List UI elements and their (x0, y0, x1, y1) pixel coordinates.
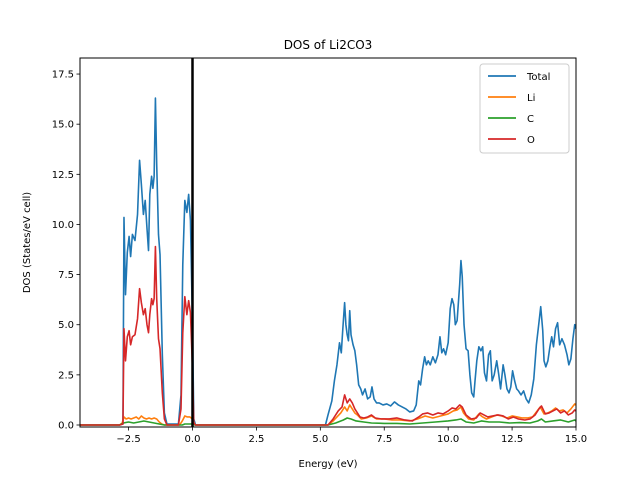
legend-label-total: Total (526, 72, 550, 83)
x-axis-ticks: −2.5 0.0 2.5 5.0 7.5 10.0 12.5 15.0 (116, 427, 587, 445)
x-tick-label: −2.5 (116, 434, 140, 445)
x-tick-label: 0.0 (185, 434, 201, 445)
legend: Total Li CO (479, 63, 570, 154)
legend-items: Total Li CO (488, 72, 550, 146)
axes-frame (79, 57, 577, 428)
legend-label-o: O (527, 135, 535, 146)
x-tick-label: 10.0 (437, 434, 459, 445)
legend-label-c: C (527, 114, 534, 125)
y-tick-label: 15.0 (52, 120, 74, 131)
y-tick-label: 10.0 (52, 220, 74, 231)
y-axis-ticks: 0.0 2.5 5.0 7.5 10.0 12.5 15.0 17.5 (52, 70, 80, 431)
y-tick-label: 2.5 (58, 370, 74, 381)
y-axis-label: DOS (States/eV cell) (22, 192, 33, 293)
chart-title: DOS of Li2CO3 (284, 38, 373, 52)
x-tick-label: 12.5 (501, 434, 523, 445)
plot-area (79, 57, 577, 428)
x-axis-label: Energy (eV) (299, 459, 358, 470)
legend-box (479, 63, 570, 154)
x-tick-label: 2.5 (248, 434, 264, 445)
y-tick-label: 7.5 (58, 270, 74, 281)
x-tick-label: 5.0 (312, 434, 328, 445)
series-line-o (80, 245, 576, 426)
legend-label-li: Li (527, 93, 535, 104)
y-tick-label: 17.5 (52, 70, 74, 81)
y-tick-label: 5.0 (58, 320, 74, 331)
series-line-total (80, 97, 576, 426)
series-line-c (80, 417, 576, 426)
x-tick-label: 7.5 (376, 434, 392, 445)
series-group (80, 97, 576, 426)
x-tick-label: 15.0 (565, 434, 587, 445)
y-tick-label: 12.5 (52, 170, 74, 181)
y-tick-label: 0.0 (58, 420, 74, 431)
